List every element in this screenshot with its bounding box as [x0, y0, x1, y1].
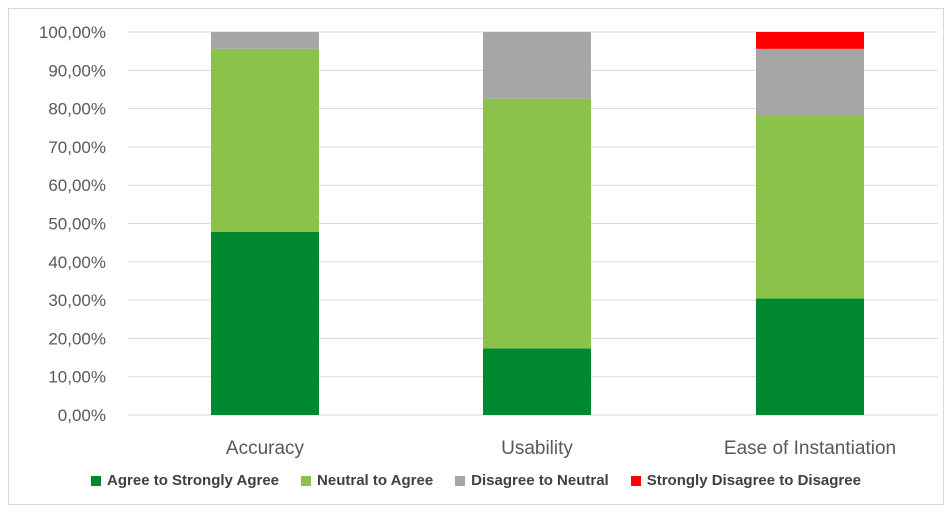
legend-item-strongly-disagree-disagree: Strongly Disagree to Disagree — [630, 472, 861, 489]
bar-segment — [483, 348, 591, 415]
bar-segment — [756, 115, 864, 299]
x-tick-label: Accuracy — [226, 438, 305, 459]
bar-segment — [211, 48, 319, 232]
y-tick-label: 40,00% — [48, 253, 106, 272]
legend-label: Disagree to Neutral — [471, 472, 609, 489]
legend-label: Agree to Strongly Agree — [107, 472, 280, 489]
y-tick-label: 20,00% — [48, 329, 106, 348]
legend-swatch — [301, 475, 312, 486]
x-tick-label: Ease of Instantiation — [724, 438, 896, 459]
bar-segment — [756, 32, 864, 49]
bar-segment — [756, 298, 864, 415]
bar-segment — [211, 32, 319, 49]
y-tick-label: 0,00% — [58, 406, 106, 425]
y-tick-label: 50,00% — [48, 215, 106, 234]
bar-segment — [211, 231, 319, 415]
y-tick-label: 80,00% — [48, 100, 106, 119]
legend-item-neutral-agree: Neutral to Agree — [301, 472, 433, 489]
legend: Agree to Strongly Agree Neutral to Agree… — [0, 472, 952, 489]
y-tick-label: 100,00% — [39, 23, 106, 42]
bar-segment — [483, 32, 591, 99]
x-tick-label: Usability — [501, 438, 573, 459]
legend-swatch — [630, 475, 641, 486]
y-tick-label: 60,00% — [48, 176, 106, 195]
y-tick-label: 70,00% — [48, 138, 106, 157]
legend-item-agree-strongly-agree: Agree to Strongly Agree — [91, 472, 279, 489]
legend-label: Strongly Disagree to Disagree — [646, 472, 861, 489]
legend-swatch — [455, 475, 466, 486]
y-tick-label: 90,00% — [48, 61, 106, 80]
legend-item-disagree-neutral: Disagree to Neutral — [455, 472, 609, 489]
bar-segment — [756, 48, 864, 116]
bar-segment — [483, 98, 591, 349]
legend-swatch — [91, 475, 102, 486]
y-tick-label: 30,00% — [48, 291, 106, 310]
legend-label: Neutral to Agree — [317, 472, 434, 489]
y-tick-label: 10,00% — [48, 368, 106, 387]
